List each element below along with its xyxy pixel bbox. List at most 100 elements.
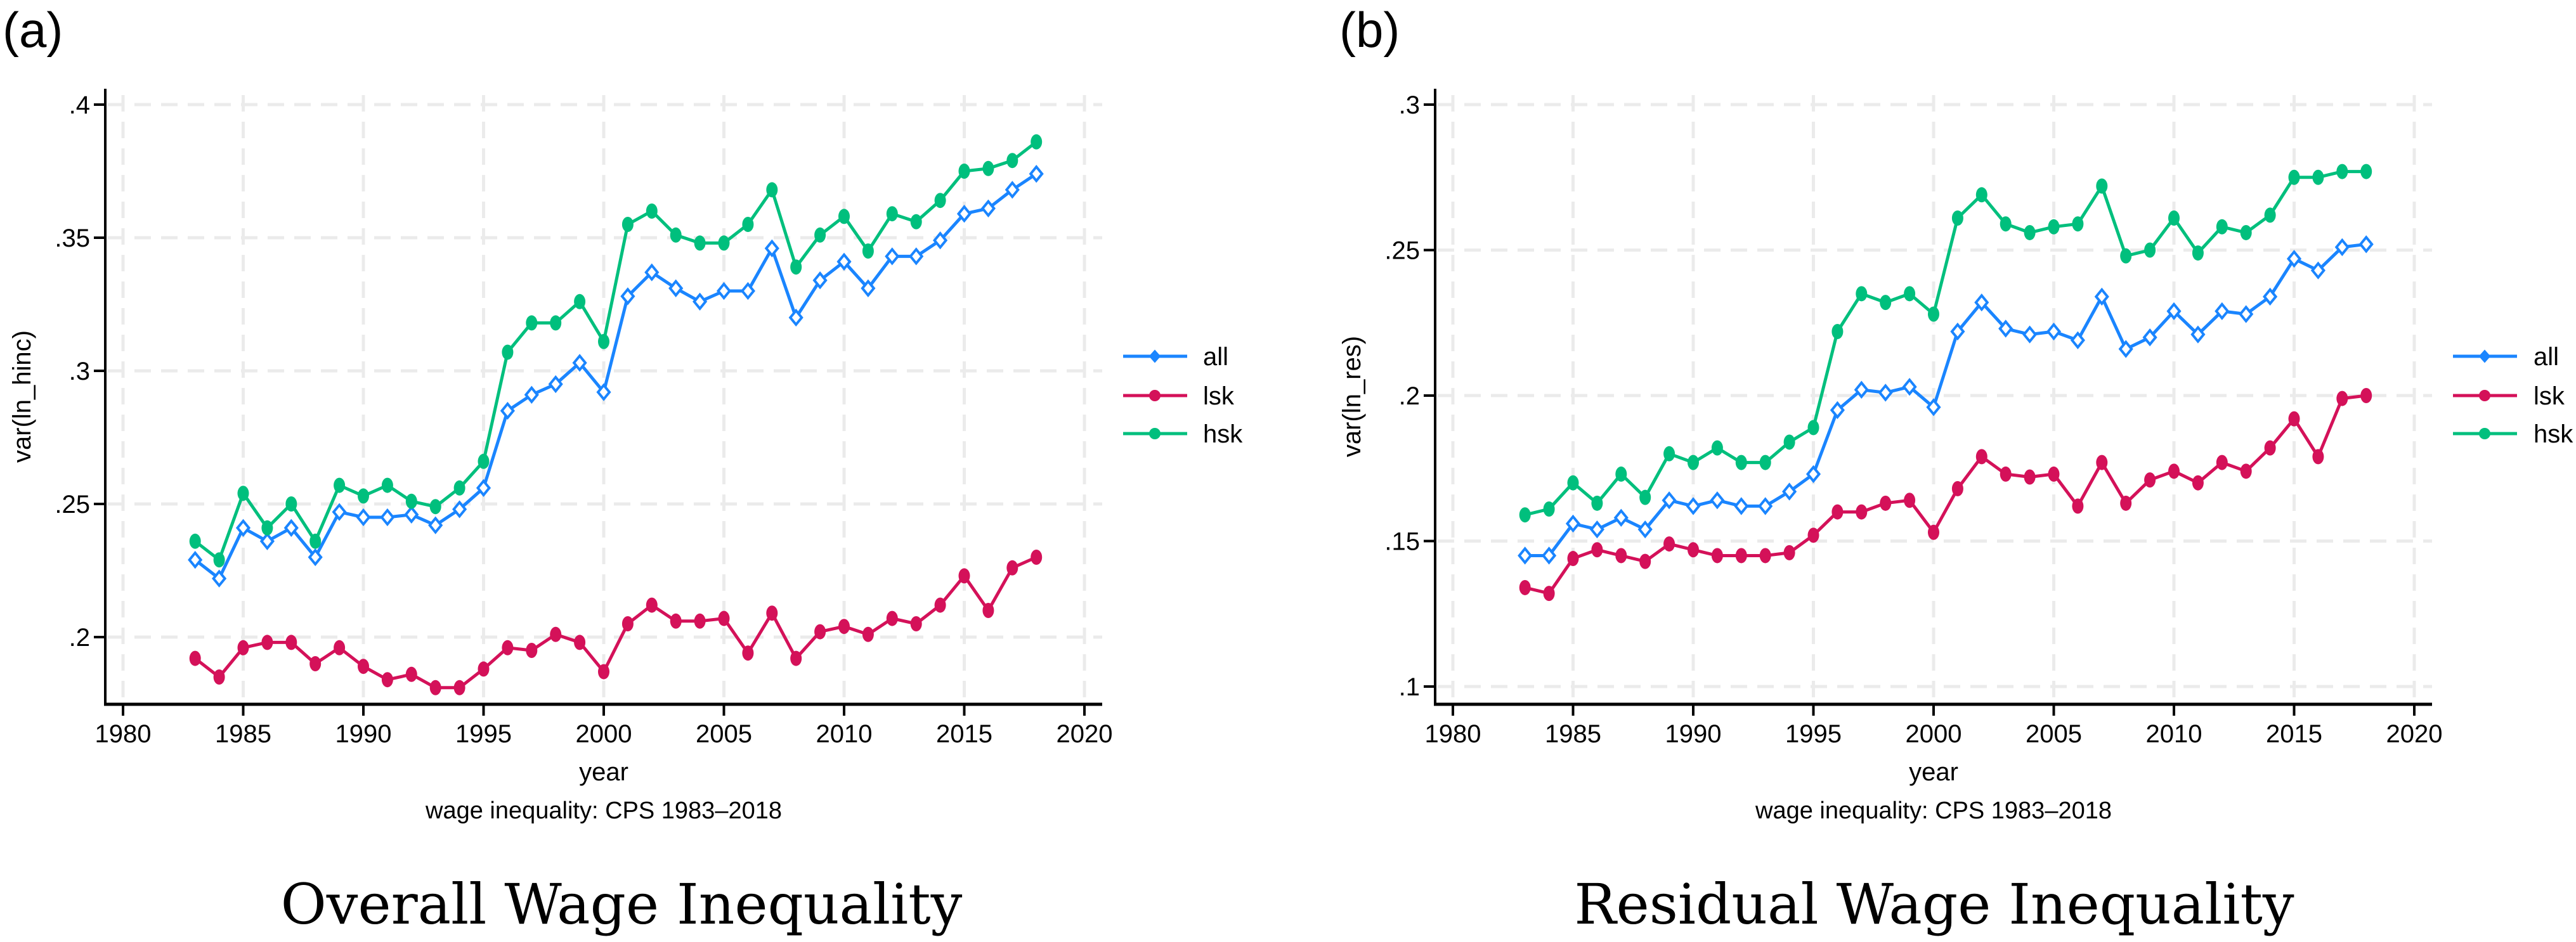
data-point-circle — [2048, 466, 2060, 482]
data-point-diamond — [2358, 235, 2374, 254]
x-axis-title: year — [579, 758, 628, 786]
data-point-circle — [1807, 420, 1819, 436]
data-point-circle — [1856, 286, 1868, 302]
data-point-circle — [1663, 536, 1675, 552]
legend-item-hsk: hsk — [2453, 420, 2573, 448]
x-tick-label: 1990 — [335, 720, 392, 748]
data-point-circle — [982, 603, 994, 618]
data-point-circle — [1639, 553, 1651, 569]
legend-circle-icon — [1149, 390, 1161, 401]
data-point-circle — [1951, 210, 1963, 226]
data-point-circle — [502, 344, 514, 360]
data-point-circle — [1831, 504, 1844, 520]
data-point-circle — [2120, 495, 2132, 511]
y-tick-label: .3 — [69, 358, 90, 385]
data-point-diamond — [1710, 491, 1725, 510]
data-point-diamond — [1734, 497, 1749, 515]
data-point-diamond — [885, 247, 900, 266]
data-point-diamond — [572, 354, 587, 372]
data-point-circle — [574, 294, 586, 309]
data-point-diamond — [235, 519, 251, 537]
data-point-diamond — [980, 199, 996, 217]
data-point-circle — [838, 209, 850, 224]
data-point-circle — [958, 164, 970, 179]
legend-item-lsk: lsk — [1123, 382, 1235, 410]
chart-b-caption: Residual Wage Inequality — [1574, 872, 2294, 937]
data-point-circle — [381, 477, 393, 493]
data-point-circle — [1031, 134, 1043, 150]
data-point-circle — [2168, 463, 2180, 479]
legend-circle-icon — [2479, 428, 2490, 439]
data-point-diamond — [1950, 322, 1965, 341]
data-point-circle — [1975, 449, 1987, 465]
data-point-circle — [2072, 216, 2084, 232]
data-point-circle — [358, 659, 369, 674]
x-tick-label: 1990 — [1665, 720, 1722, 748]
data-point-circle — [598, 664, 609, 680]
x-tick-label: 1995 — [1785, 720, 1842, 748]
data-point-circle — [2048, 219, 2060, 235]
data-point-circle — [718, 610, 730, 626]
legend-label: all — [1203, 343, 1228, 371]
data-point-circle — [1880, 495, 1892, 511]
data-point-circle — [2096, 455, 2108, 470]
data-point-circle — [309, 533, 322, 549]
y-tick-label: .15 — [1384, 528, 1420, 556]
data-point-circle — [1759, 548, 1771, 564]
x-tick-label: 2020 — [1057, 720, 1113, 748]
data-point-circle — [309, 656, 322, 671]
data-point-circle — [1567, 551, 1579, 567]
data-point-circle — [261, 520, 273, 536]
data-point-diamond — [2215, 302, 2230, 321]
data-point-circle — [670, 613, 682, 629]
data-point-diamond — [596, 383, 611, 401]
data-point-circle — [670, 227, 682, 243]
data-point-circle — [405, 666, 417, 682]
data-point-circle — [2312, 449, 2324, 465]
data-point-circle — [574, 635, 586, 650]
data-point-circle — [453, 680, 465, 695]
data-point-diamond — [1637, 520, 1653, 539]
data-point-diamond — [861, 279, 876, 297]
data-point-circle — [1904, 493, 1916, 508]
x-tick-label: 2000 — [1906, 720, 1962, 748]
data-point-circle — [2216, 455, 2228, 470]
data-point-diamond — [2070, 331, 2085, 349]
data-point-circle — [1688, 455, 1699, 470]
series-hsk — [1519, 164, 2372, 523]
data-point-circle — [2000, 466, 2012, 482]
data-point-circle — [1831, 324, 1844, 340]
data-point-diamond — [1589, 520, 1604, 539]
data-point-circle — [2288, 169, 2300, 185]
y-tick-label: .3 — [1399, 91, 1420, 119]
legend-circle-icon — [2479, 390, 2490, 401]
data-point-circle — [598, 333, 609, 349]
data-point-circle — [1928, 306, 1939, 322]
data-point-circle — [1006, 153, 1018, 169]
data-point-circle — [334, 477, 346, 493]
data-point-circle — [1735, 548, 1747, 564]
data-point-circle — [1856, 504, 1868, 520]
data-point-diamond — [693, 292, 708, 311]
data-point-diamond — [2022, 325, 2038, 344]
series-lsk — [189, 550, 1043, 695]
data-point-circle — [550, 626, 562, 642]
data-point-circle — [189, 650, 201, 666]
data-point-circle — [189, 533, 201, 549]
data-point-circle — [621, 217, 634, 232]
data-point-diamond — [1758, 497, 1773, 515]
data-point-diamond — [2286, 250, 2302, 268]
y-tick-label: .4 — [69, 91, 90, 119]
data-point-circle — [261, 635, 273, 650]
data-point-circle — [1904, 286, 1916, 302]
data-point-diamond — [933, 231, 948, 250]
data-point-circle — [2192, 245, 2204, 261]
gridlines — [1438, 95, 2432, 702]
data-point-circle — [694, 613, 706, 629]
data-point-diamond — [1854, 380, 1869, 399]
x-tick-label: 2005 — [696, 720, 752, 748]
data-point-diamond — [2239, 305, 2254, 323]
data-point-diamond — [1974, 293, 1989, 312]
data-point-circle — [838, 619, 850, 635]
data-point-circle — [2096, 178, 2108, 194]
